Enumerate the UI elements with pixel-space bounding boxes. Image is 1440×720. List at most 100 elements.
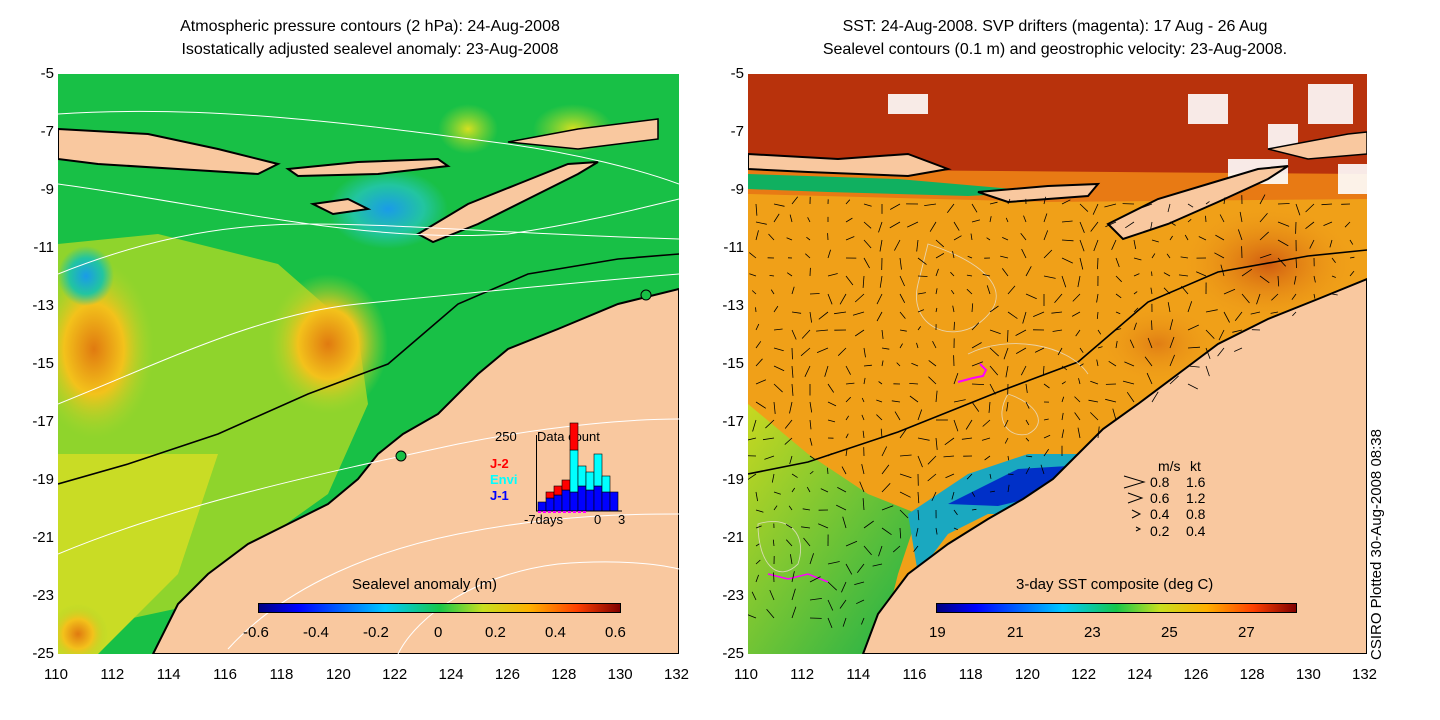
- velocity-arrow: [789, 214, 793, 223]
- velocity-arrow: [1293, 275, 1297, 285]
- velocity-arrow: [899, 275, 905, 287]
- velocity-arrow: [1043, 213, 1048, 223]
- velocity-arrow: [1223, 288, 1236, 295]
- velocity-arrow: [971, 203, 978, 213]
- velocity-arrow: [827, 383, 835, 393]
- velocity-arrow: [917, 275, 928, 277]
- velocity-arrow: [766, 608, 775, 619]
- velocity-arrow: [950, 271, 955, 277]
- lat-tick-label: -9: [730, 181, 744, 198]
- velocity-arrow: [1061, 365, 1068, 371]
- velocity-arrow: [1025, 266, 1032, 277]
- velocity-arrow: [1071, 311, 1081, 317]
- velocity-arrow: [878, 381, 883, 385]
- velocity-arrow: [755, 491, 758, 502]
- lat-tick-label: -9: [40, 181, 54, 198]
- velocity-arrow: [863, 545, 872, 556]
- velocity-arrow: [899, 311, 906, 319]
- velocity-arrow: [791, 383, 794, 396]
- velocity-arrow: [989, 347, 999, 357]
- velocity-arrow: [1133, 257, 1142, 261]
- velocity-arrow: [989, 383, 996, 395]
- velocity-arrow: [981, 437, 991, 441]
- velocity-arrow: [837, 487, 847, 493]
- velocity-arrow: [1020, 233, 1027, 241]
- left-cbar-tick: 0.2: [485, 624, 506, 641]
- velocity-arrow: [827, 581, 837, 591]
- velocity-arrow: [1097, 346, 1103, 349]
- velocity-arrow: [1169, 354, 1175, 367]
- velocity-arrow: [1074, 412, 1081, 421]
- velocity-arrow: [1313, 275, 1316, 283]
- velocity-arrow: [917, 409, 923, 421]
- velocity-arrow: [1043, 383, 1050, 389]
- velocity-arrow: [1133, 322, 1137, 331]
- velocity-arrow: [1025, 466, 1030, 475]
- lon-tick-label: 126: [494, 666, 520, 683]
- velocity-arrow: [1007, 311, 1018, 319]
- velocity-arrow: [881, 483, 891, 493]
- velocity-arrow: [809, 576, 821, 583]
- velocity-arrow: [755, 358, 763, 367]
- velocity-arrow: [943, 455, 955, 458]
- velocity-arrow: [791, 473, 798, 478]
- velocity-arrow: [878, 221, 883, 233]
- velocity-arrow: [788, 505, 793, 511]
- speed-legend-header-ms: m/s: [1158, 458, 1181, 474]
- velocity-arrow: [970, 233, 973, 241]
- velocity-arrow: [966, 274, 973, 277]
- velocity-arrow: [861, 397, 865, 403]
- velocity-arrow: [1122, 380, 1135, 385]
- velocity-arrow: [1126, 391, 1135, 403]
- lat-tick-label: -7: [730, 123, 744, 140]
- velocity-arrow: [861, 414, 865, 421]
- velocity-arrow: [791, 365, 794, 378]
- velocity-arrow: [1043, 230, 1049, 241]
- velocity-arrow: [827, 419, 836, 423]
- velocity-arrow: [944, 437, 955, 446]
- velocity-arrow: [1025, 455, 1033, 458]
- velocity-arrow: [1033, 311, 1045, 317]
- velocity-arrow: [953, 509, 958, 516]
- velocity-arrow: [1133, 291, 1138, 295]
- lat-tick-label: -5: [40, 65, 54, 82]
- velocity-arrow: [1331, 293, 1338, 296]
- velocity-arrow: [1078, 378, 1081, 385]
- velocity-arrow: [755, 341, 762, 349]
- left-cbar-tick: -0.6: [243, 624, 269, 641]
- velocity-arrow: [1133, 273, 1140, 277]
- velocity-arrow: [791, 588, 796, 601]
- velocity-arrow: [773, 572, 775, 583]
- velocity-arrow: [1150, 287, 1153, 295]
- velocity-arrow: [899, 428, 907, 439]
- speed-legend-kt: 1.2: [1186, 490, 1206, 506]
- lat-tick-label: -15: [722, 355, 744, 372]
- velocity-arrow: [845, 540, 858, 547]
- velocity-arrow: [768, 233, 775, 241]
- velocity-arrow: [927, 473, 937, 482]
- lon-tick-label: 132: [664, 666, 690, 683]
- velocity-arrow: [1115, 311, 1121, 315]
- velocity-arrow: [953, 419, 959, 432]
- lat-tick-label: -23: [32, 587, 54, 604]
- velocity-arrow: [966, 288, 973, 295]
- velocity-arrow: [1349, 270, 1355, 277]
- velocity-arrow: [863, 203, 872, 207]
- velocity-arrow: [915, 527, 919, 537]
- velocity-arrow: [820, 488, 829, 493]
- velocity-arrow: [1061, 381, 1066, 385]
- velocity-arrow: [755, 543, 760, 547]
- velocity-arrow: [1147, 337, 1153, 349]
- velocity-arrow: [861, 617, 865, 625]
- velocity-arrow: [953, 235, 962, 241]
- speed-legend-kt: 0.8: [1186, 506, 1206, 522]
- velocity-arrow: [755, 230, 759, 241]
- velocity-arrow: [1061, 239, 1074, 242]
- velocity-arrow: [953, 221, 960, 231]
- velocity-arrow: [1184, 234, 1189, 241]
- velocity-arrow: [1169, 319, 1174, 331]
- velocity-arrow: [749, 252, 757, 259]
- velocity-arrow: [1061, 396, 1065, 403]
- velocity-arrow: [818, 523, 829, 529]
- velocity-arrow: [1075, 329, 1081, 337]
